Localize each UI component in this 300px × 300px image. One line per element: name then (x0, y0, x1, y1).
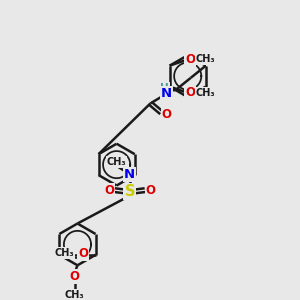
Text: CH₃: CH₃ (106, 157, 126, 167)
Text: N: N (124, 168, 135, 181)
Text: O: O (185, 86, 195, 100)
Text: CH₃: CH₃ (55, 248, 75, 258)
Text: O: O (70, 270, 80, 284)
Text: CH₃: CH₃ (196, 54, 215, 64)
Text: H: H (160, 83, 169, 93)
Text: N: N (161, 87, 172, 100)
Text: O: O (146, 184, 156, 197)
Text: CH₃: CH₃ (196, 88, 215, 98)
Text: O: O (104, 184, 114, 197)
Text: O: O (78, 247, 88, 260)
Text: O: O (185, 53, 195, 66)
Text: S: S (124, 184, 135, 199)
Text: CH₃: CH₃ (65, 290, 84, 300)
Text: O: O (162, 108, 172, 121)
